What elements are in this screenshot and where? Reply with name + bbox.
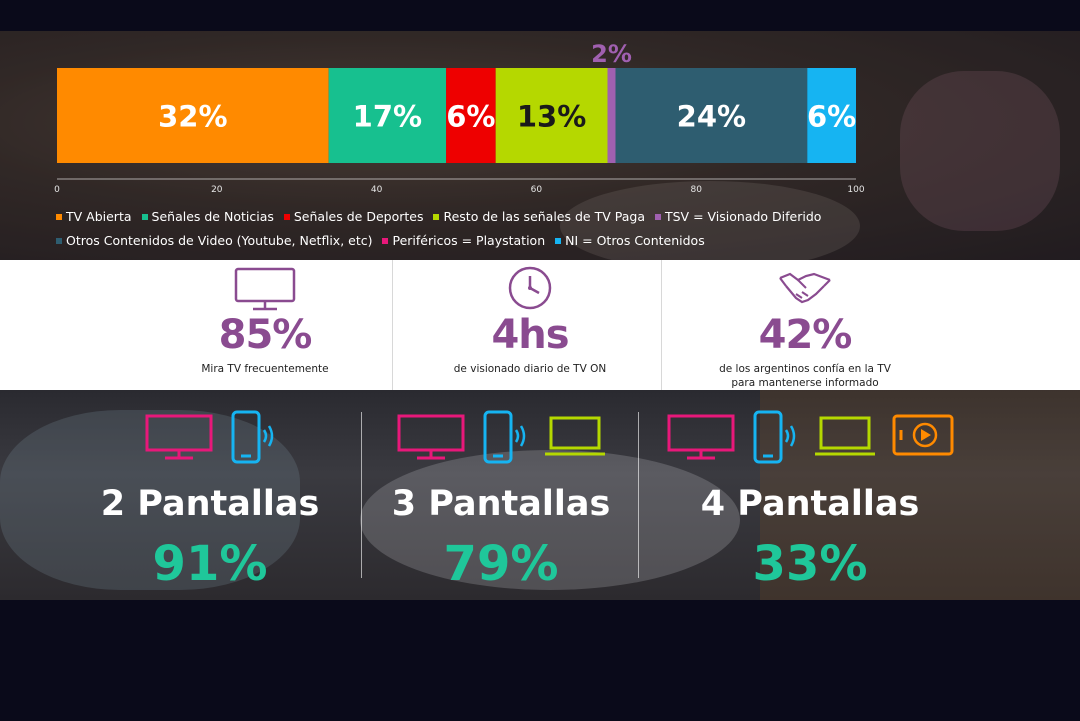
clock-icon <box>506 264 554 316</box>
bar-segment <box>615 68 808 163</box>
background-photo-detail <box>900 71 1060 231</box>
legend-row: TV Abierta Señales de Noticias Señales de … <box>56 209 831 224</box>
legend-label: Resto de las señales de TV Paga <box>443 209 645 224</box>
x-tick-label: 0 <box>54 185 60 195</box>
screens-4: 4 Pantallas 33% <box>640 390 980 600</box>
bar-segment <box>495 68 608 163</box>
legend-label: NI = Otros Contenidos <box>565 233 705 248</box>
x-tick-label: 60 <box>531 185 543 195</box>
screens-panel: 2 Pantallas 91% 3 Pantallas 79% 4 Pantal… <box>0 390 1080 600</box>
legend-item: Periféricos = Playstation <box>382 233 545 248</box>
legend-item: Señales de Noticias <box>141 209 274 224</box>
legend-swatch <box>654 213 661 220</box>
stat-value: 85% <box>218 312 313 358</box>
stat-daily-hours: 4hs de visionado diario de TV ON <box>400 260 660 390</box>
tv-icon <box>395 410 467 470</box>
legend-swatch <box>56 237 62 244</box>
legend-swatch <box>141 213 148 220</box>
bar-data-label: 2% <box>591 40 632 68</box>
stat-trust: 42% de los argentinos confía en la TV pa… <box>670 260 940 390</box>
legend-item: Señales de Deportes <box>283 209 424 224</box>
divider <box>661 260 662 390</box>
device-icons <box>640 410 980 470</box>
legend-swatch <box>555 237 562 244</box>
legend-label: Periféricos = Playstation <box>392 233 546 248</box>
stacked-bar-chart: 32% 17% 6% 13% 2% 24% 6% 0 20 40 60 80 100 <box>54 40 865 195</box>
bar-data-label: 32% <box>158 100 227 134</box>
legend-label: TV Abierta <box>66 209 132 224</box>
x-tick-label: 40 <box>371 185 383 195</box>
legend-item: TSV = Visionado Diferido <box>654 209 822 224</box>
x-tick-label: 20 <box>211 185 223 195</box>
bar-data-label: 6% <box>807 100 856 134</box>
bar-segment <box>607 68 616 163</box>
laptop-icon <box>543 410 607 470</box>
legend-item: NI = Otros Contenidos <box>555 233 705 248</box>
legend-swatch <box>283 213 290 220</box>
screens-value: 91% <box>152 536 268 592</box>
laptop-icon <box>813 410 877 470</box>
device-icons <box>364 410 638 470</box>
x-tick-label: 100 <box>847 185 864 195</box>
legend-swatch <box>382 237 389 244</box>
divider <box>638 412 639 578</box>
tv-icon <box>665 410 737 470</box>
bar-data-label: 17% <box>353 100 422 134</box>
stat-caption-line: para mantenerse informado <box>731 377 879 389</box>
handshake-icon <box>776 264 834 316</box>
stat-value: 4hs <box>491 312 569 358</box>
stat-caption-line: de los argentinos confía en la TV <box>719 363 891 375</box>
screens-label: 3 Pantallas <box>391 484 611 524</box>
stat-tv-frequency: 85% Mira TV frecuentemente <box>140 260 390 390</box>
screens-label: 4 Pantallas <box>700 484 920 524</box>
legend-item: Resto de las señales de TV Paga <box>433 209 645 224</box>
phone-icon <box>751 410 799 470</box>
legend-label: Señales de Noticias <box>151 209 274 224</box>
bar-segment <box>807 68 856 163</box>
screens-value: 33% <box>752 536 868 592</box>
legend-swatch <box>56 213 62 220</box>
bar-data-label: 24% <box>677 100 746 134</box>
screens-value: 79% <box>443 536 559 592</box>
stat-caption: Mira TV frecuentemente <box>201 363 329 375</box>
legend-label: Señales de Deportes <box>293 209 424 224</box>
legend-label: Otros Contenidos de Video (Youtube, Netf… <box>66 233 373 248</box>
legend-label: TSV = Visionado Diferido <box>664 209 822 224</box>
phone-icon <box>481 410 529 470</box>
phone-icon <box>229 410 277 470</box>
screens-3: 3 Pantallas 79% <box>364 390 638 600</box>
legend-row: Otros Contenidos de Video (Youtube, Netf… <box>56 233 715 248</box>
tv-icon <box>143 410 215 470</box>
divider <box>361 412 362 578</box>
divider <box>392 260 393 390</box>
legend-swatch <box>433 213 440 220</box>
bar-data-label: 6% <box>446 100 495 134</box>
bar-segment <box>446 68 496 163</box>
legend-item: Otros Contenidos de Video (Youtube, Netf… <box>56 233 372 248</box>
chart-panel: 32% 17% 6% 13% 2% 24% 6% 0 20 40 60 80 100 TV Abiert… <box>0 31 1080 260</box>
bar-data-label: 13% <box>517 100 586 134</box>
legend-item: TV Abierta <box>56 209 132 224</box>
stat-caption: de los argentinos confía en la TV para m… <box>670 362 940 390</box>
tv-icon <box>233 264 297 316</box>
device-icons <box>60 410 360 470</box>
stat-value: 42% <box>758 312 853 358</box>
screens-2: 2 Pantallas 91% <box>60 390 360 600</box>
x-tick-label: 80 <box>690 185 702 195</box>
stat-caption: de visionado diario de TV ON <box>453 363 607 375</box>
bar-segment <box>57 68 329 163</box>
bar-segment <box>328 68 447 163</box>
background-photo-detail <box>560 181 860 260</box>
tablet-video-icon <box>891 410 955 470</box>
screens-label: 2 Pantallas <box>100 484 320 524</box>
stats-panel: 85% Mira TV frecuentemente 4hs de vision… <box>0 260 1080 390</box>
